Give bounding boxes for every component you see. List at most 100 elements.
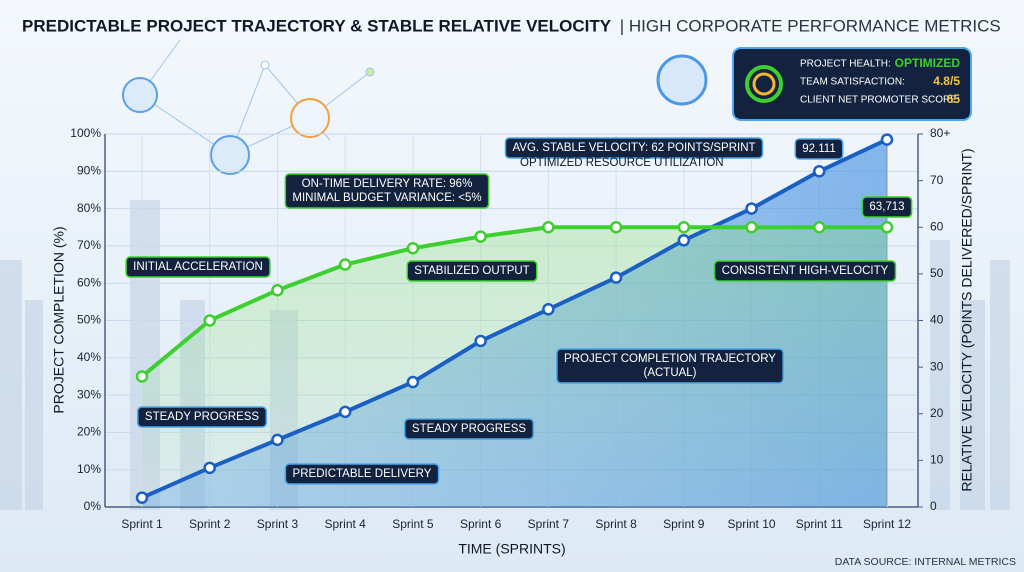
y-tick-label: 70% (77, 238, 101, 252)
data-point (271, 433, 284, 447)
y2-tick-label: 70 (930, 173, 944, 187)
data-point (745, 221, 758, 234)
y-tick-label: 0% (84, 499, 102, 513)
data-point (203, 461, 216, 475)
x-tick-label: Sprint 8 (595, 517, 637, 531)
annotation: AVG. STABLE VELOCITY: 62 POINTS/SPRINT (504, 137, 764, 159)
annotation-text: CONSISTENT HIGH-VELOCITY (722, 265, 889, 277)
data-point (745, 202, 758, 215)
data-point (813, 221, 826, 234)
network-decoration (122, 39, 708, 175)
y-tick-label: 20% (77, 425, 101, 439)
data-point (677, 234, 691, 247)
annotation-box (713, 260, 897, 282)
annotation: STABILIZED OUTPUT (406, 260, 538, 282)
series-line (140, 225, 887, 378)
y-tick-label: 80% (77, 201, 101, 215)
kpi-panel (732, 47, 972, 121)
annotation-box (406, 260, 538, 282)
x-tick-label: Sprint 6 (460, 517, 502, 531)
annotation-box (861, 196, 913, 218)
annotation-text: STEADY PROGRESS (412, 423, 527, 435)
annotation-text: PROJECT COMPLETION TRAJECTORY (564, 353, 776, 365)
kpi-value: OPTIMIZED (895, 56, 961, 70)
annotation: 92.111 (794, 138, 844, 160)
y-axis-title: PROJECT COMPLETION (%) (51, 226, 67, 413)
y2-tick-label: 60 (930, 219, 944, 233)
x-tick-label: Sprint 5 (392, 517, 434, 531)
x-tick-label: Sprint 2 (189, 517, 231, 531)
annotation: STEADY PROGRESS (136, 406, 268, 428)
annotation: STEADY PROGRESS (403, 418, 535, 440)
y-tick-label: 60% (77, 275, 101, 289)
y-tick-label: 10% (77, 462, 101, 476)
kpi-label: PROJECT HEALTH: (800, 59, 891, 70)
x-tick-label: Sprint 4 (325, 517, 367, 531)
data-point (677, 221, 691, 234)
chart-subtitle: | HIGH CORPORATE PERFORMANCE METRICS (620, 16, 1001, 35)
y-tick-label: 100% (70, 126, 101, 140)
annotation-text: AVG. STABLE VELOCITY: 62 POINTS/SPRINT (512, 142, 755, 154)
y2-tick-label: 30 (930, 359, 944, 373)
annotation-box (125, 256, 271, 278)
annotation-box (403, 418, 535, 440)
kpi-value: 4.8/5 (933, 74, 960, 88)
annotation-text: INITIAL ACCELERATION (133, 261, 263, 273)
data-point (271, 283, 284, 297)
annotation-text: PREDICTABLE DELIVERY (293, 468, 432, 480)
annotation-text: 63,713 (869, 201, 904, 213)
data-point (406, 241, 420, 255)
data-point (609, 271, 623, 284)
kpi-label: CLIENT NET PROMOTER SCORE: (800, 95, 960, 106)
kpi-label: TEAM SATISFACTION: (800, 77, 905, 88)
y2-tick-label: 80+ (930, 126, 950, 140)
x-tick-label: Sprint 10 (728, 517, 776, 531)
x-tick-label: Sprint 3 (257, 517, 299, 531)
annotation-text: 92.111 (802, 143, 835, 155)
x-axis-title: TIME (SPRINTS) (458, 541, 565, 557)
y2-tick-label: 40 (930, 313, 944, 327)
y2-tick-label: 10 (930, 453, 944, 467)
y2-tick-label: 0 (930, 499, 937, 513)
x-tick-label: Sprint 9 (663, 517, 705, 531)
data-point (542, 303, 555, 316)
data-point (406, 375, 420, 389)
data-point (880, 133, 894, 146)
annotation-text: (ACTUAL) (643, 367, 696, 379)
annotation-box (504, 137, 764, 159)
y2-tick-label: 50 (930, 266, 944, 280)
annotation-text: MINIMAL BUDGET VARIANCE: <5% (292, 192, 481, 204)
y-tick-label: 90% (77, 163, 101, 177)
data-point (813, 165, 826, 178)
annotation-text: STABILIZED OUTPUT (414, 265, 529, 277)
x-tick-label: Sprint 1 (121, 517, 163, 531)
annotation: CONSISTENT HIGH-VELOCITY (713, 260, 897, 282)
kpi-value: 65 (947, 92, 961, 106)
data-point (880, 221, 894, 234)
data-point (542, 221, 555, 234)
annotation: 63,713 (861, 196, 913, 218)
annotation: PROJECT COMPLETION TRAJECTORY (ACTUAL) (556, 348, 784, 384)
series-line (141, 137, 888, 500)
chart-title: PREDICTABLE PROJECT TRAJECTORY & STABLE … (22, 16, 612, 35)
data-point (474, 334, 487, 348)
y-tick-label: 30% (77, 387, 101, 401)
source-note: DATA SOURCE: INTERNAL METRICS (835, 556, 1016, 568)
x-tick-label: Sprint 7 (528, 517, 570, 531)
annotation: INITIAL ACCELERATION (125, 256, 271, 278)
data-point (338, 258, 352, 271)
annotation-box (136, 406, 268, 428)
annotation-box (284, 173, 490, 209)
data-point (338, 405, 352, 419)
annotation-text: ON-TIME DELIVERY RATE: 96% (302, 178, 473, 190)
annotation-box (284, 463, 440, 485)
y-tick-label: 50% (77, 313, 101, 327)
x-tick-label: Sprint 11 (796, 517, 843, 531)
y2-axis-title: RELATIVE VELOCITY (POINTS DELIVERED/SPRI… (959, 148, 975, 491)
annotation: PREDICTABLE DELIVERY (284, 463, 440, 485)
data-point (474, 230, 487, 243)
data-point (609, 221, 623, 234)
data-point (135, 370, 149, 383)
